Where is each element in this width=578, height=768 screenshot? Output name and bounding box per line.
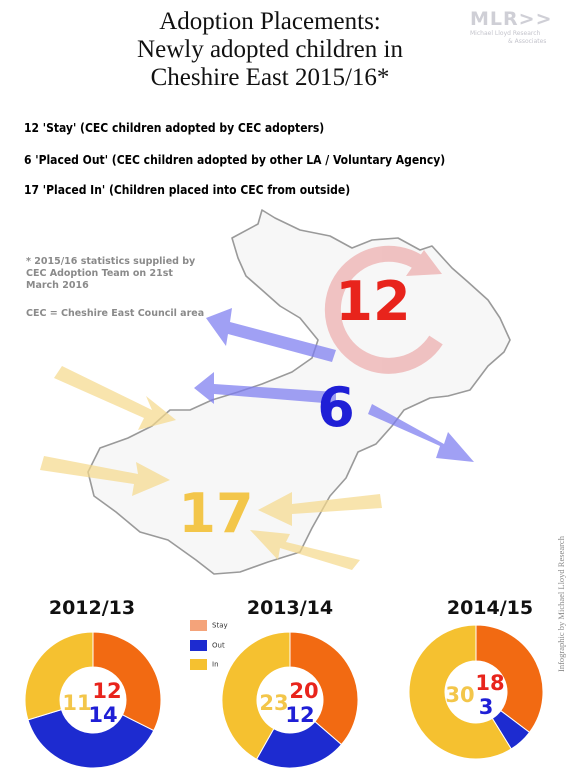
logo-subtitle: & Associates — [508, 38, 547, 45]
key-in: In — [190, 659, 219, 670]
donut-label-in: 30 — [445, 683, 474, 707]
donut-label-out: 14 — [88, 703, 117, 727]
donut-hole — [445, 661, 507, 723]
page-title: Adoption Placements: Newly adopted child… — [70, 8, 470, 92]
key-label: In — [212, 660, 219, 669]
key-out: Out — [190, 640, 225, 651]
logo-mark: MLR>> — [470, 8, 553, 30]
title-line: Newly adopted children in — [137, 36, 403, 63]
donut-label-stay: 20 — [289, 679, 318, 703]
pie-title-2014: 2014/15 — [446, 597, 534, 619]
legend-placed-out: 6 'Placed Out' (CEC children adopted by … — [24, 153, 446, 167]
donut-hole — [60, 667, 126, 733]
donut-label-stay: 12 — [92, 679, 121, 703]
pie-title-2012: 2012/13 — [48, 597, 136, 619]
legend-placed-in: 17 'Placed In' (Children placed into CEC… — [24, 183, 351, 197]
map-illustration: 12 6 17 — [40, 209, 511, 575]
key-swatch — [190, 659, 207, 670]
pie-title-2013: 2013/14 — [246, 597, 334, 619]
abbreviation-note: CEC = Cheshire East Council area — [26, 308, 205, 319]
key-swatch — [190, 640, 207, 651]
logo-subtitle: Michael Lloyd Research — [470, 30, 541, 37]
map-placed-out-number: 6 — [317, 376, 355, 439]
source-note: * 2015/16 statistics supplied by CEC Ado… — [26, 256, 196, 291]
credit-text: Infographic by Michael Lloyd Research — [556, 536, 566, 672]
donut-label-out: 12 — [285, 703, 314, 727]
donut-hole — [257, 667, 323, 733]
key-label: Out — [212, 641, 225, 650]
map-placed-in-number: 17 — [178, 482, 253, 545]
placed-in-arrows — [40, 366, 382, 570]
donut-label-out: 3 — [479, 695, 494, 719]
key-swatch — [190, 620, 207, 631]
stay-circle-arrow — [324, 245, 443, 374]
donut-label-in: 11 — [62, 691, 91, 715]
logo: MLR>> Michael Lloyd Research & Associate… — [470, 8, 570, 46]
placed-out-arrows — [194, 308, 474, 462]
donut-slice-stay — [92, 631, 162, 732]
donut-label-in: 23 — [259, 691, 288, 715]
donut-label-stay: 18 — [475, 671, 504, 695]
legend-stay: 12 'Stay' (CEC children adopted by CEC a… — [24, 121, 325, 135]
title-line: Cheshire East 2015/16* — [150, 64, 390, 91]
title-line: Adoption Placements: — [159, 8, 381, 35]
key-stay: Stay — [190, 620, 228, 631]
key-label: Stay — [212, 621, 228, 630]
map-stay-number: 12 — [335, 270, 410, 333]
